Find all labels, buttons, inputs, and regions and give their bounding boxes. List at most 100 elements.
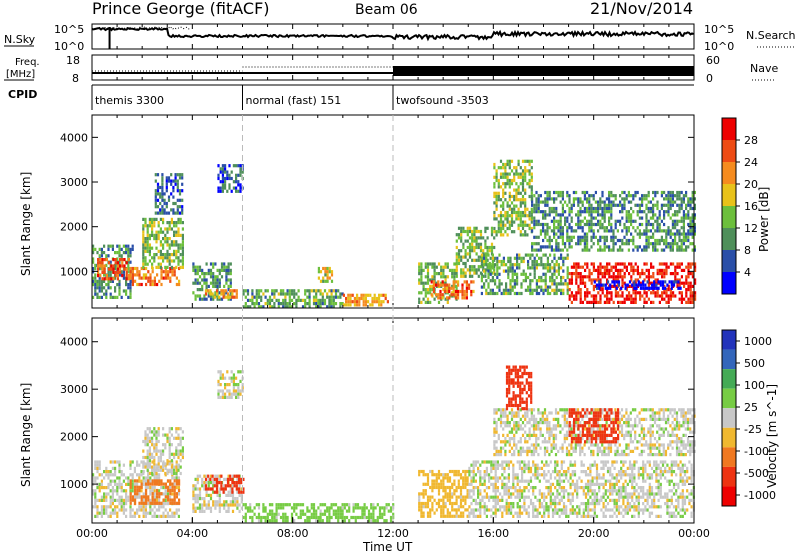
power-cell: [584, 262, 586, 265]
power-cell: [652, 236, 654, 239]
power-cell: [584, 245, 586, 248]
power-cell: [239, 167, 241, 170]
velocity-cell: [154, 483, 156, 486]
power-cell: [586, 197, 588, 200]
power-cell: [289, 296, 291, 299]
power-cell: [287, 292, 289, 295]
velocity-cell: [238, 475, 240, 478]
velocity-cell: [479, 473, 481, 476]
velocity-cell: [138, 492, 140, 495]
power-cell: [161, 189, 163, 192]
power-cell: [293, 296, 295, 299]
power-cell: [225, 282, 227, 285]
velocity-cell: [162, 469, 164, 472]
power-cell: [540, 279, 542, 282]
power-cell: [676, 242, 678, 245]
power-cell: [557, 236, 559, 239]
power-cell: [553, 279, 555, 282]
power-cell: [582, 249, 584, 252]
power-cell: [467, 230, 469, 233]
power-cell: [540, 210, 542, 213]
power-cell: [609, 287, 611, 290]
power-cell: [265, 302, 267, 305]
power-cell: [584, 282, 586, 285]
power-cell: [129, 283, 131, 286]
power-cell: [531, 204, 533, 207]
power-cell: [652, 204, 654, 207]
power-cell: [665, 245, 667, 248]
power-cell: [520, 214, 522, 217]
power-cell: [322, 296, 324, 299]
power-cell: [668, 298, 670, 301]
velocity-cell: [169, 486, 171, 489]
velocity-cell: [158, 499, 160, 502]
velocity-cell: [116, 489, 118, 492]
power-cell: [689, 197, 691, 200]
velocity-cell: [232, 503, 234, 506]
power-cell: [687, 298, 689, 301]
power-cell: [546, 197, 548, 200]
velocity-cell: [171, 483, 173, 486]
power-cell: [115, 261, 117, 264]
power-cell: [480, 246, 482, 249]
power-cell: [553, 226, 555, 229]
velocity-cell: [173, 437, 175, 440]
velocity-cell: [231, 393, 233, 396]
velocity-cell: [418, 470, 420, 473]
power-cell: [637, 272, 639, 275]
velocity-cell: [503, 476, 505, 479]
power-cell: [177, 256, 179, 259]
power-cell: [151, 266, 153, 269]
velocity-cell: [271, 519, 273, 522]
power-cell: [560, 213, 562, 216]
power-cell: [518, 211, 520, 214]
velocity-cell: [300, 503, 302, 506]
power-cell: [199, 266, 201, 269]
power-cell: [630, 194, 632, 197]
power-cell: [155, 231, 157, 234]
power-cell: [545, 279, 547, 282]
power-cell: [540, 249, 542, 252]
power-cell: [471, 240, 473, 243]
power-cell: [237, 183, 239, 186]
velocity-cell: [256, 503, 258, 506]
velocity-cell: [495, 515, 497, 518]
power-cell: [606, 204, 608, 207]
velocity-cell: [105, 499, 107, 502]
power-cell: [526, 160, 528, 163]
power-cell: [526, 182, 528, 185]
velocity-cell: [101, 499, 103, 502]
power-cell: [654, 220, 656, 223]
power-cell: [663, 210, 665, 213]
power-cell: [569, 298, 571, 301]
power-cell: [617, 269, 619, 272]
velocity-cell: [171, 469, 173, 472]
power-cell: [152, 270, 154, 273]
velocity-cell: [390, 506, 392, 509]
velocity-cell: [166, 462, 168, 465]
power-cell: [604, 201, 606, 204]
power-cell: [692, 220, 694, 223]
power-cell: [529, 286, 531, 289]
power-cell: [118, 248, 120, 251]
power-cell: [513, 211, 515, 214]
power-cell: [327, 277, 329, 280]
power-cell: [260, 289, 262, 292]
power-cell: [453, 272, 455, 275]
power-cell: [575, 298, 577, 301]
power-cell: [219, 269, 221, 272]
power-cell: [652, 301, 654, 304]
power-cell: [562, 197, 564, 200]
power-cell: [615, 236, 617, 239]
power-cell: [657, 294, 659, 297]
power-cell: [681, 191, 683, 194]
power-cell: [630, 262, 632, 265]
velocity-cell: [278, 506, 280, 509]
velocity-cell: [224, 383, 226, 386]
power-cell: [456, 246, 458, 249]
velocity-cell: [240, 478, 242, 481]
power-cell: [105, 289, 107, 292]
power-cell: [612, 236, 614, 239]
power-cell: [212, 282, 214, 285]
velocity-cell: [105, 505, 107, 508]
